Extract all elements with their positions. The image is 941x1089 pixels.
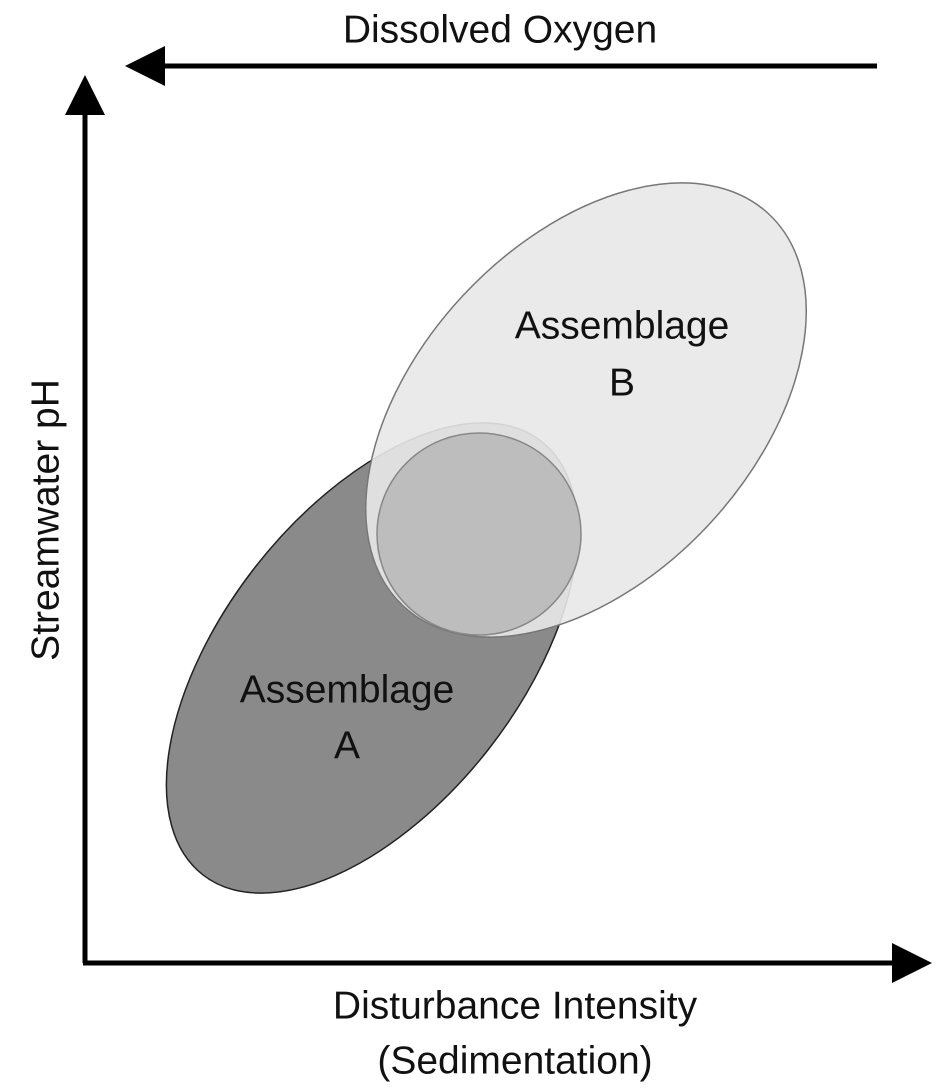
region-label: Assemblage xyxy=(515,304,730,347)
region-label: Assemblage xyxy=(240,668,455,711)
x-axis-label: Disturbance Intensity xyxy=(333,984,698,1027)
top-axis-label: Dissolved Oxygen xyxy=(343,8,657,51)
overlap xyxy=(376,432,582,636)
region-label: A xyxy=(334,724,360,767)
region-label: B xyxy=(609,361,635,404)
y-axis-label: Streamwater pH xyxy=(24,379,67,661)
x-axis-label: (Sedimentation) xyxy=(377,1039,652,1082)
